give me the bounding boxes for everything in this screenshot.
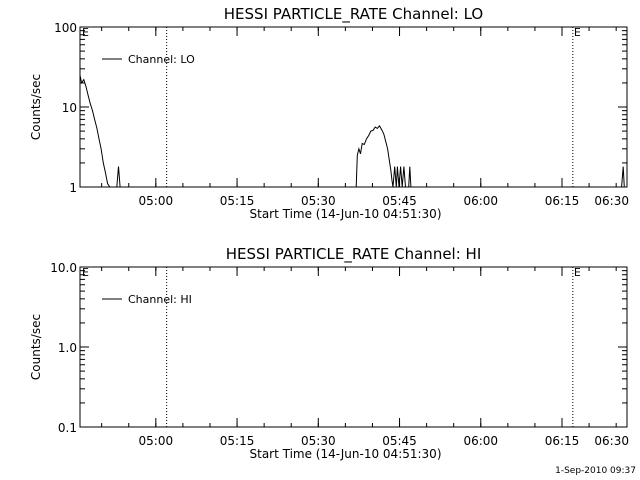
x-axis-title: Start Time (14-Jun-10 04:51:30): [250, 207, 442, 221]
y-tick-label: 1: [69, 181, 77, 195]
x-tick-label: 05:45: [382, 194, 417, 208]
y-tick-label: 10.0: [50, 261, 77, 275]
y-axis-title: Counts/sec: [29, 314, 43, 380]
x-tick-label: 06:15: [545, 434, 580, 448]
x-tick-label: 06:00: [463, 194, 498, 208]
event-marker-label: E: [574, 266, 581, 279]
x-tick-label: 05:00: [139, 434, 174, 448]
chart-title: HESSI PARTICLE_RATE Channel: LO: [224, 5, 483, 24]
series-line-segment: [408, 166, 412, 188]
x-tick-label: 05:15: [220, 434, 255, 448]
y-tick-label: 100: [54, 21, 77, 35]
y-axis-title: Counts/sec: [29, 74, 43, 140]
x-axis-title: Start Time (14-Jun-10 04:51:30): [250, 447, 442, 461]
y-tick-label: 10: [62, 101, 77, 115]
series-line-segment: [621, 166, 625, 188]
x-tick-label: 05:30: [301, 194, 336, 208]
series-line-segment: [79, 75, 111, 188]
x-tick-label: 05:30: [301, 434, 336, 448]
lo-channel-panel: HESSI PARTICLE_RATE Channel: LO 1 10 100 05:…: [29, 5, 629, 221]
legend-entry: Channel: HI: [128, 293, 192, 306]
corner-marker-label: E: [82, 266, 89, 279]
legend-entry: Channel: LO: [128, 53, 195, 66]
x-tick-label: 06:15: [545, 194, 580, 208]
chart-title: HESSI PARTICLE_RATE Channel: HI: [226, 245, 482, 264]
hi-channel-panel: HESSI PARTICLE_RATE Channel: HI 0.1 1.0 10.…: [29, 245, 629, 461]
event-marker-label: E: [574, 26, 581, 39]
x-tick-label: 05:15: [220, 194, 255, 208]
plot-timestamp: 1-Sep-2010 09:37: [555, 466, 636, 476]
y-tick-label: 1.0: [58, 341, 77, 355]
series-line-segment: [355, 125, 406, 188]
plot-frame: [79, 266, 628, 428]
series-line-segment: [116, 166, 121, 188]
x-tick-label: 06:30: [594, 434, 629, 448]
x-tick-label: 05:00: [139, 194, 174, 208]
x-tick-label: 05:45: [382, 434, 417, 448]
y-tick-label: 0.1: [58, 421, 77, 435]
plot-frame: [79, 26, 628, 188]
corner-marker-label: E: [82, 26, 89, 39]
x-tick-label: 06:00: [463, 434, 498, 448]
x-tick-label: 06:30: [594, 194, 629, 208]
